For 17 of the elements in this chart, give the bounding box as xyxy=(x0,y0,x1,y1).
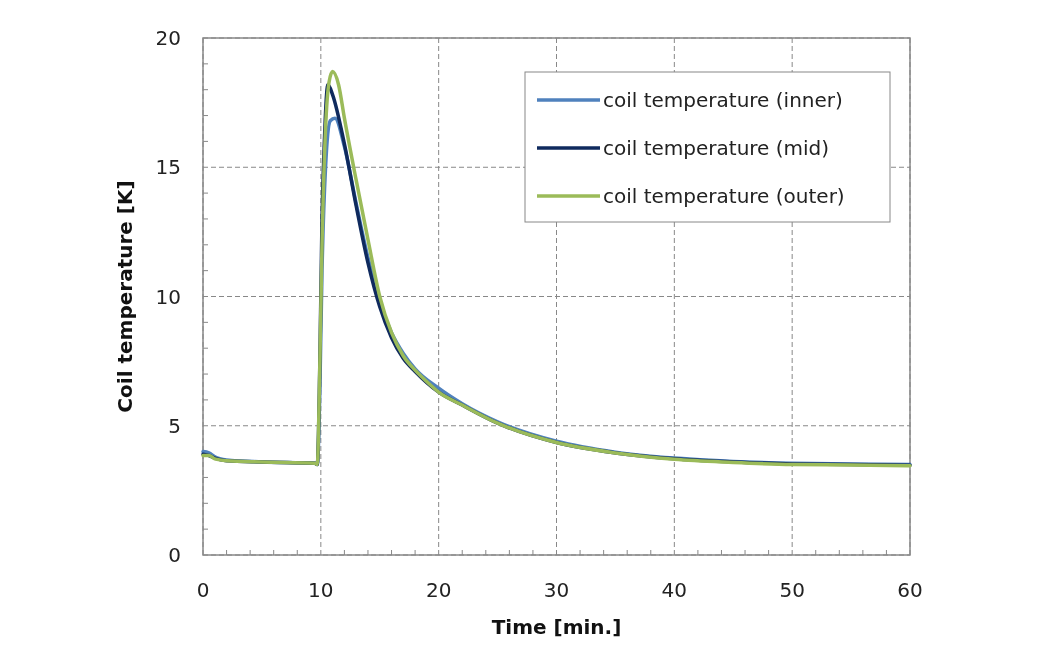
y-tick-label: 5 xyxy=(168,413,181,438)
x-tick-label: 50 xyxy=(779,578,805,602)
x-tick-label: 20 xyxy=(425,578,452,602)
legend-label: coil temperature (mid) xyxy=(603,136,830,160)
x-tick-label: 40 xyxy=(661,578,688,602)
y-tick-label: 10 xyxy=(155,284,181,309)
x-tick-label: 30 xyxy=(543,578,570,602)
x-axis-title: Time [min.] xyxy=(491,615,622,639)
x-tick-label: 10 xyxy=(308,578,334,602)
y-tick-label: 20 xyxy=(155,26,181,50)
legend-label: coil temperature (outer) xyxy=(603,184,845,208)
legend-label: coil temperature (inner) xyxy=(603,88,843,112)
y-axis-title: Coil temperature [K] xyxy=(113,180,137,413)
y-tick-label: 15 xyxy=(155,155,181,180)
y-tick-label: 0 xyxy=(168,543,181,567)
x-tick-label: 0 xyxy=(196,578,210,602)
x-tick-label: 60 xyxy=(897,578,923,602)
